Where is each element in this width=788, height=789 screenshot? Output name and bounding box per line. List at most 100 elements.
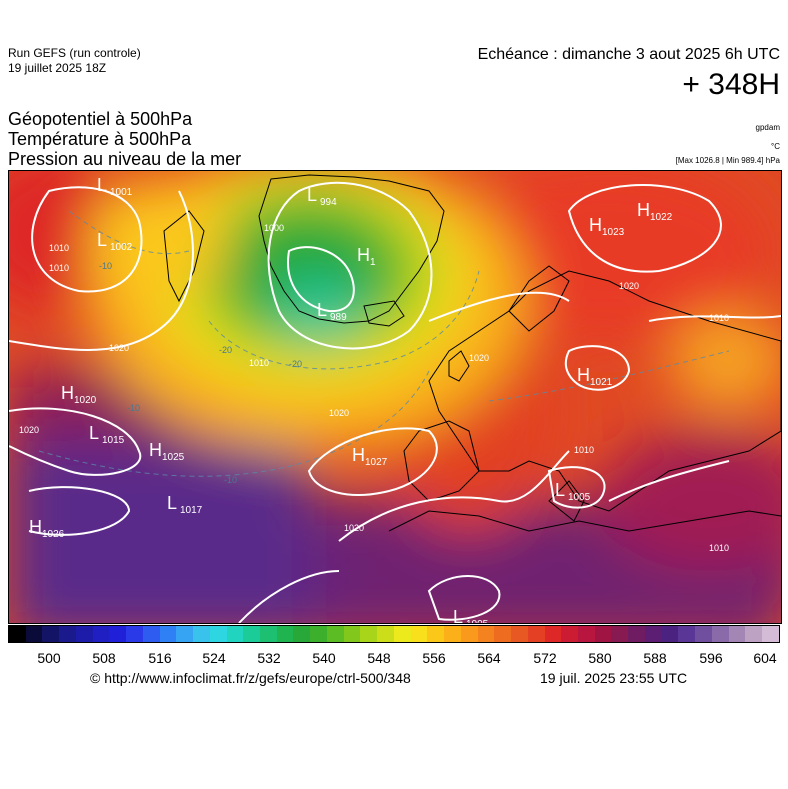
isotherm-label: -20: [289, 359, 302, 369]
color-scale-cell: [126, 626, 143, 642]
color-scale-cell: [745, 626, 763, 642]
pressure-center-value: 1023: [602, 227, 625, 238]
pressure-center-letter: L: [89, 423, 99, 443]
title-geopotential: Géopotentiel à 500hPa: [8, 109, 193, 129]
unit-pressure: [Max 1026.8 | Min 989.4] hPa: [675, 156, 780, 165]
isobars: [9, 181, 781, 623]
color-scale-cell: [276, 626, 294, 642]
color-scale-cell: [577, 626, 595, 642]
color-scale-cell: [427, 626, 445, 642]
color-scale-cell: [243, 626, 261, 642]
pressure-center-letter: H: [149, 440, 162, 460]
color-scale-cell: [159, 626, 177, 642]
color-scale-cell: [410, 626, 428, 642]
pressure-center-letter: L: [97, 175, 107, 195]
color-scale-cell: [176, 626, 194, 642]
color-scale-cell: [9, 626, 26, 642]
high-pressure-center: H 1022: [637, 200, 673, 223]
pressure-center-value: 1001: [110, 187, 133, 198]
color-scale-cell: [711, 626, 729, 642]
color-scale-cell: [460, 626, 478, 642]
pressure-center-letter: L: [97, 230, 107, 250]
low-pressure-center: L 1017: [167, 493, 203, 516]
color-scale-cell: [59, 626, 76, 642]
pressure-center-letter: H: [577, 365, 590, 385]
color-scale-tick: 556: [422, 650, 446, 666]
copyright-text: © http://www.infoclimat.fr/z/gefs/europe…: [90, 670, 411, 686]
color-scale-cell: [260, 626, 277, 642]
color-scale-tick: 548: [367, 650, 391, 666]
color-scale-cell: [628, 626, 645, 642]
unit-geopotential: gpdam: [755, 123, 780, 132]
isobar-label: 1010: [49, 263, 69, 273]
color-scale-cell: [25, 626, 43, 642]
high-pressure-center: H 1026: [29, 517, 65, 540]
low-pressure-center: L 994: [307, 185, 337, 208]
isobar-label: 1010: [709, 543, 729, 553]
high-pressure-center: H 1025: [149, 440, 185, 463]
color-scale-tick: 540: [312, 650, 336, 666]
color-scale-tick: 508: [92, 650, 116, 666]
color-scale-cell: [142, 626, 160, 642]
color-scale-cell: [193, 626, 210, 642]
pressure-center-letter: H: [637, 200, 650, 220]
color-scale-tick: 572: [533, 650, 557, 666]
color-scale-cell: [326, 626, 344, 642]
pressure-center-value: 1005: [466, 619, 489, 623]
pressure-center-letter: H: [352, 445, 365, 465]
color-scale-cell: [678, 626, 696, 642]
isotherm-label: -10: [99, 261, 112, 271]
high-pressure-center: H 1027: [352, 445, 388, 468]
color-scale-cell: [511, 626, 528, 642]
pressure-center-value: 1020: [74, 395, 97, 406]
isobar-label: 1010: [709, 313, 729, 323]
pressure-center-letter: H: [61, 383, 74, 403]
color-scale-cell: [343, 626, 361, 642]
pressure-center-value: 989: [330, 312, 347, 323]
high-pressure-center: H 1020: [61, 383, 97, 406]
color-scale-cell: [611, 626, 629, 642]
isobar-label: 1010: [49, 243, 69, 253]
color-scale-cell: [477, 626, 495, 642]
color-scale-cell: [75, 626, 93, 642]
color-scale-cell: [393, 626, 411, 642]
isotherm-label: -10: [224, 475, 237, 485]
color-scale-bar: [8, 625, 780, 643]
low-pressure-center: L 1001: [97, 175, 133, 198]
pressure-center-value: 1027: [365, 457, 388, 468]
pressure-center-value: 1002: [110, 242, 133, 253]
color-scale-cell: [644, 626, 662, 642]
color-scale-tick: 500: [37, 650, 61, 666]
unit-temperature: °C: [771, 142, 780, 151]
pressure-center-value: 1025: [162, 452, 185, 463]
pressure-center-value: 1015: [102, 435, 125, 446]
run-name: Run GEFS (run controle): [8, 46, 141, 60]
isobar-labels: 1010 1000 1010 1020 1020 1020 1020 1010 1020 1010…: [19, 223, 729, 553]
pressure-center-letter: H: [589, 215, 602, 235]
color-scale-tick: 516: [148, 650, 172, 666]
color-scale-cell: [527, 626, 545, 642]
color-scale-cell: [762, 626, 779, 642]
low-pressure-center: L 1002: [97, 230, 133, 253]
color-scale-tick: 588: [643, 650, 667, 666]
pressure-center-letter: L: [453, 607, 463, 623]
color-scale-tick: 596: [699, 650, 723, 666]
high-pressure-center: H 1023: [589, 215, 625, 238]
title-pressure: Pression au niveau de la mer: [8, 149, 242, 169]
color-scale-cell: [661, 626, 679, 642]
color-scale-cell: [226, 626, 244, 642]
isobar-label: 1000: [264, 223, 284, 233]
generated-time: 19 juil. 2025 23:55 UTC: [540, 670, 688, 686]
color-scale-cell: [92, 626, 110, 642]
color-scale-cell: [360, 626, 378, 642]
pressure-center-value: 994: [320, 197, 337, 208]
pressure-center-letter: L: [317, 300, 327, 320]
high-pressure-center: H 1021: [577, 365, 613, 388]
coastlines: [163, 174, 781, 532]
pressure-center-letter: H: [29, 517, 42, 537]
isotherms: [38, 210, 730, 477]
